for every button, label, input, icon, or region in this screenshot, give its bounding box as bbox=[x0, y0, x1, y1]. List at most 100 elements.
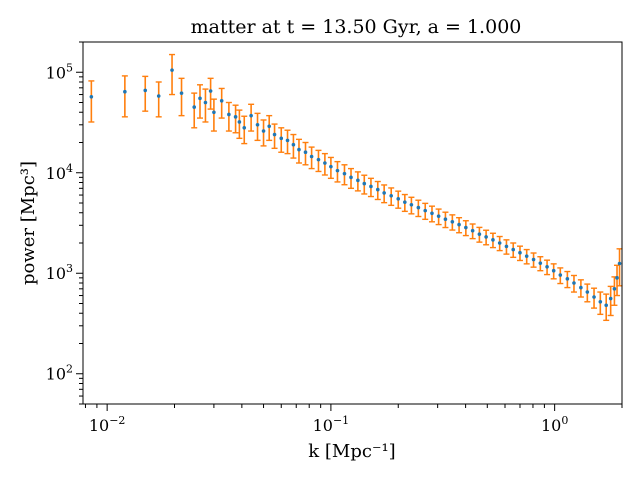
data-point bbox=[89, 94, 94, 99]
data-point bbox=[416, 205, 421, 210]
errorbar bbox=[232, 104, 239, 134]
data-point bbox=[123, 89, 127, 94]
data-point bbox=[237, 120, 242, 124]
errorbar bbox=[202, 88, 209, 123]
data-point bbox=[545, 264, 549, 269]
data-point bbox=[342, 171, 347, 176]
data-point bbox=[430, 211, 434, 216]
errorbar bbox=[218, 87, 225, 119]
data-point bbox=[484, 235, 488, 239]
data-point bbox=[477, 232, 482, 236]
data-point bbox=[617, 261, 622, 266]
data-point bbox=[316, 157, 321, 162]
data-point bbox=[551, 268, 556, 273]
x-axis-label: k [Mpc⁻¹] bbox=[308, 441, 395, 462]
data-point bbox=[170, 68, 174, 72]
data-point bbox=[362, 181, 367, 186]
x-tick-label: 10−1 bbox=[313, 414, 350, 435]
data-point bbox=[303, 150, 308, 155]
data-point bbox=[329, 164, 333, 169]
axes-frame bbox=[82, 41, 623, 405]
data-point bbox=[179, 91, 184, 95]
data-point bbox=[227, 112, 231, 117]
y-tick-label: 102 bbox=[46, 363, 73, 384]
data-point bbox=[558, 273, 563, 277]
data-point bbox=[538, 261, 543, 265]
errorbar bbox=[607, 285, 614, 317]
data-point bbox=[464, 225, 468, 230]
data-point bbox=[369, 184, 373, 189]
x-tick-label: 10−2 bbox=[89, 414, 126, 435]
data-point bbox=[356, 178, 360, 183]
data-point bbox=[192, 105, 197, 109]
data-point bbox=[323, 161, 327, 165]
y-axis: 102 103 104 105 bbox=[46, 41, 83, 405]
y-tick-label: 103 bbox=[46, 262, 73, 283]
errorbar bbox=[88, 80, 95, 123]
data-point bbox=[219, 98, 224, 103]
chart-title: matter at t = 13.50 Gyr, a = 1.000 bbox=[191, 16, 522, 38]
data-point bbox=[592, 295, 596, 299]
data-point bbox=[267, 124, 272, 129]
data-point bbox=[457, 222, 461, 227]
errorbar bbox=[155, 81, 162, 118]
data-point bbox=[497, 241, 502, 245]
data-point bbox=[585, 290, 590, 294]
errorbar bbox=[236, 109, 243, 140]
data-point bbox=[491, 238, 495, 242]
x-axis: 10−2 10−1 100 bbox=[84, 404, 623, 435]
data-point bbox=[396, 197, 401, 201]
data-point bbox=[608, 296, 613, 301]
data-point bbox=[511, 247, 516, 252]
data-point bbox=[389, 193, 393, 198]
errorbar bbox=[603, 293, 610, 322]
data-point bbox=[403, 200, 407, 204]
errorbar bbox=[169, 53, 176, 96]
data-point bbox=[203, 100, 208, 105]
data-point bbox=[443, 217, 448, 221]
errorbar bbox=[241, 115, 248, 145]
errorbar bbox=[207, 77, 214, 110]
data-point bbox=[579, 285, 583, 290]
data-point bbox=[297, 147, 301, 152]
errorbar bbox=[248, 103, 255, 132]
data-point bbox=[242, 126, 247, 130]
data-point bbox=[309, 154, 314, 159]
data-point bbox=[291, 142, 296, 147]
data-point bbox=[285, 138, 290, 143]
errorbar-layer bbox=[88, 53, 623, 322]
y-axis-label: power [Mpc³] bbox=[18, 161, 39, 285]
data-point bbox=[375, 187, 380, 192]
errorbar bbox=[191, 92, 198, 129]
data-point bbox=[143, 88, 148, 93]
errorbar bbox=[121, 75, 128, 118]
data-point bbox=[423, 208, 428, 213]
data-point bbox=[470, 228, 475, 233]
x-tick-label: 100 bbox=[541, 414, 568, 435]
data-point bbox=[504, 244, 509, 249]
data-point bbox=[615, 276, 619, 280]
errorbar bbox=[225, 101, 232, 132]
data-point bbox=[524, 254, 529, 258]
data-point bbox=[518, 250, 522, 255]
data-point bbox=[565, 277, 570, 281]
data-point bbox=[335, 168, 340, 173]
data-point bbox=[382, 191, 386, 195]
data-point bbox=[279, 136, 284, 141]
y-tick-label: 104 bbox=[46, 162, 73, 183]
data-point bbox=[212, 110, 216, 115]
data-point bbox=[409, 202, 414, 207]
data-point bbox=[531, 257, 536, 262]
errorbar bbox=[196, 84, 203, 119]
errorbar bbox=[260, 119, 267, 147]
data-point bbox=[156, 94, 161, 98]
errorbar bbox=[142, 75, 149, 112]
y-tick-label: 105 bbox=[46, 61, 73, 82]
data-point bbox=[249, 113, 253, 118]
data-point bbox=[349, 175, 353, 180]
data-point bbox=[208, 89, 213, 93]
errorbar bbox=[254, 112, 261, 142]
data-point bbox=[255, 123, 260, 127]
data-point bbox=[604, 303, 609, 308]
data-point bbox=[198, 96, 202, 101]
